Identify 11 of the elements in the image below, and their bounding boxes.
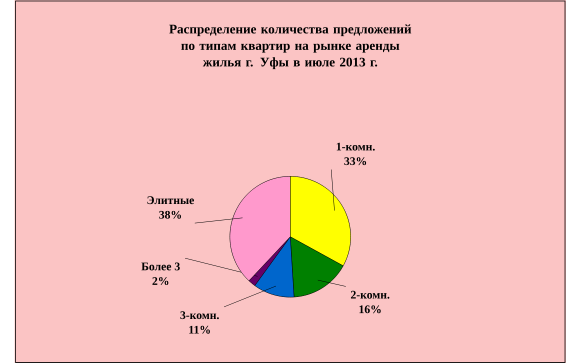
slice-label: 1-комн.: [336, 142, 375, 150]
slice-label: 3-комн.: [180, 311, 219, 319]
data-label: 38%: [159, 210, 181, 219]
data-label: 11%: [189, 326, 210, 334]
slice-label: Более 3: [141, 262, 180, 270]
slice-label: Элитные: [147, 196, 194, 204]
data-label: 16%: [359, 305, 381, 314]
data-label: 2%: [152, 276, 168, 285]
slice-label: 2-комн.: [350, 290, 390, 298]
data-label: 33%: [344, 157, 366, 165]
chart-title: Распределение количества предложений по типам квартир на рынке аренды жилья г. Уфы в июле 2013 г.: [169, 24, 412, 69]
